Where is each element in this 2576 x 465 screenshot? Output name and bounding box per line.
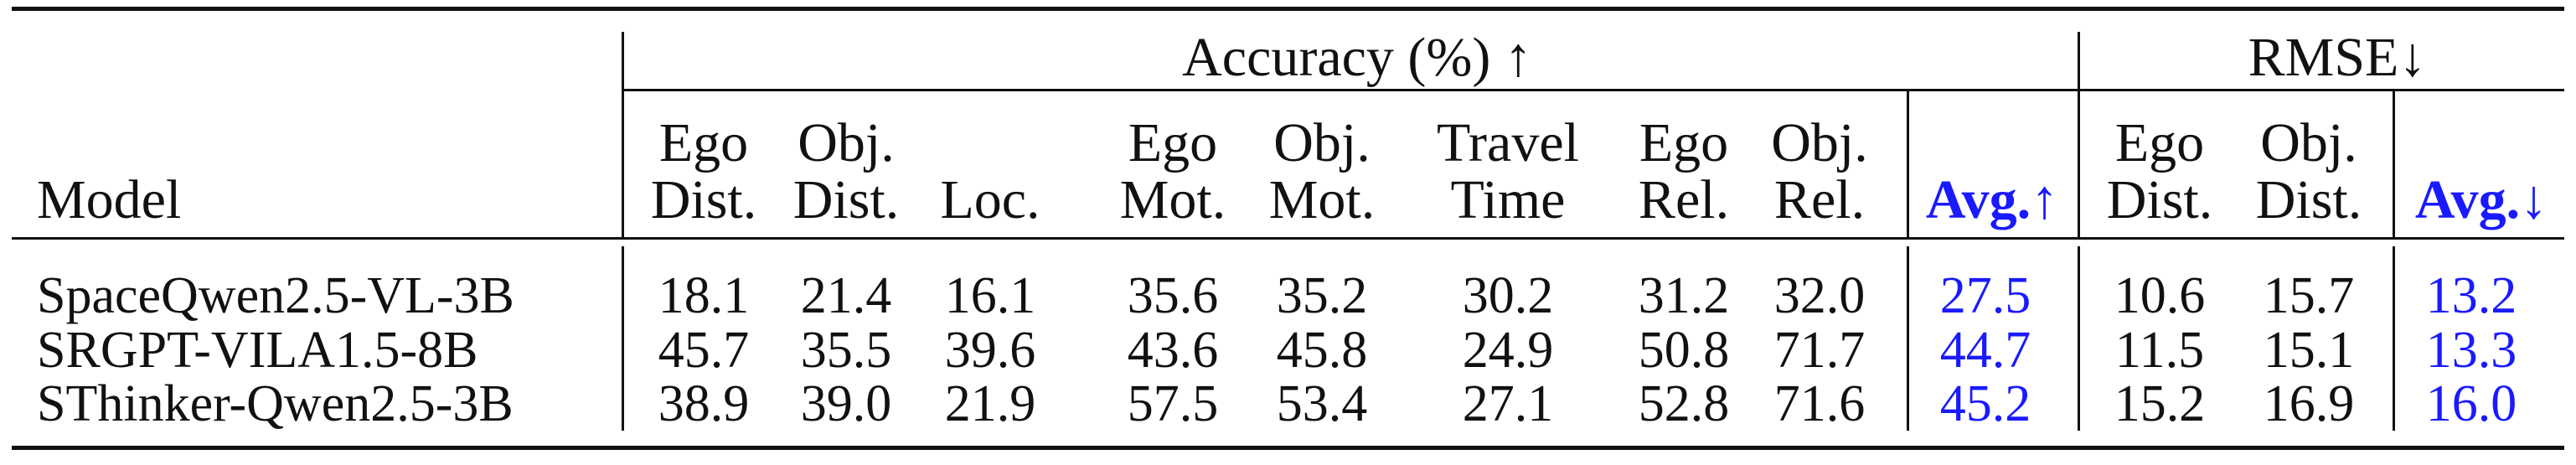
row-model: SpaceQwen2.5-VL-3B [37,267,514,324]
col-obj-dist-l1: Obj. [798,112,895,173]
cell: 71.7 [1773,322,1866,379]
cell: 15.2 [2114,375,2206,432]
cell: 15.1 [2263,322,2355,379]
cell: 45.7 [658,322,750,379]
col-obj-mot-l2: Mot. [1268,169,1376,230]
cell: 11.5 [2114,322,2205,379]
col-obj-rel-l1: Obj. [1771,112,1868,173]
cell: 45.8 [1276,322,1368,379]
row-model: SRGPT-VILA1.5-8B [37,322,478,379]
col-obj-rel-l2: Rel. [1773,169,1866,230]
col-ego-dist-l1: Ego [658,112,749,173]
cell-acc-avg: 45.2 [1939,375,2031,432]
cell: 10.6 [2114,267,2206,324]
rmse-group-header: RMSE↓ [2248,27,2427,88]
group-header-rule [623,89,2564,91]
col-rmse-obj-dist-l1: Obj. [2260,112,2357,173]
col-ego-mot-l1: Ego [1128,112,1218,173]
cell: 18.1 [658,267,750,324]
cell: 32.0 [1773,267,1866,324]
cell: 21.9 [944,375,1036,432]
cell-rmse-avg: 13.2 [2425,267,2517,324]
col-loc-l2: Loc. [940,169,1040,230]
cell: 52.8 [1638,375,1730,432]
col-acc-avg: Avg.↑ [1925,169,2059,230]
top-rule [12,7,2564,11]
col-rmse-avg: Avg.↓ [2414,169,2548,230]
cell-acc-avg: 44.7 [1939,322,2031,379]
cell: 35.2 [1276,267,1368,324]
rmse-separator [2078,32,2080,237]
model-header: Model [37,169,182,230]
cell: 24.9 [1462,322,1554,379]
cell: 16.1 [944,267,1036,324]
bottom-rule [12,446,2564,450]
rmse-avg-separator [2393,90,2395,237]
cell: 35.6 [1127,267,1219,324]
cell-rmse-avg: 13.3 [2425,322,2517,379]
cell-acc-avg: 27.5 [1939,267,2031,324]
cell: 31.2 [1638,267,1730,324]
col-obj-dist-l2: Dist. [792,169,900,230]
header-rule [12,237,2564,240]
cell: 57.5 [1127,375,1219,432]
col-ego-rel-l1: Ego [1639,112,1729,173]
cell: 43.6 [1127,322,1219,379]
col-travel-time-l2: Time [1450,169,1566,230]
col-ego-rel-l2: Rel. [1638,169,1730,230]
cell: 39.0 [800,375,892,432]
cell: 35.5 [800,322,892,379]
col-rmse-ego-dist-l1: Ego [2114,112,2205,173]
cell-rmse-avg: 16.0 [2425,375,2517,432]
acc-avg-separator [1907,90,1909,237]
cell: 39.6 [944,322,1036,379]
cell: 21.4 [800,267,892,324]
row-model: SThinker-Qwen2.5-3B [37,375,514,432]
col-rmse-obj-dist-l2: Dist. [2255,169,2362,230]
cell: 38.9 [658,375,750,432]
model-separator-body [622,246,624,431]
cell: 50.8 [1638,322,1730,379]
rmse-separator-body [2078,246,2080,431]
cell: 15.7 [2263,267,2355,324]
acc-avg-separator-body [1907,246,1909,431]
col-rmse-ego-dist-l2: Dist. [2106,169,2213,230]
col-ego-dist-l2: Dist. [650,169,757,230]
cell: 71.6 [1773,375,1866,432]
col-ego-mot-l2: Mot. [1119,169,1226,230]
accuracy-group-header: Accuracy (%) ↑ [1182,27,1532,88]
cell: 16.9 [2263,375,2355,432]
cell: 30.2 [1462,267,1554,324]
col-obj-mot-l1: Obj. [1273,112,1371,173]
cell: 53.4 [1276,375,1368,432]
cell: 27.1 [1462,375,1554,432]
col-travel-time-l1: Travel [1437,112,1579,173]
model-separator [622,32,624,237]
rmse-avg-separator-body [2393,246,2395,431]
